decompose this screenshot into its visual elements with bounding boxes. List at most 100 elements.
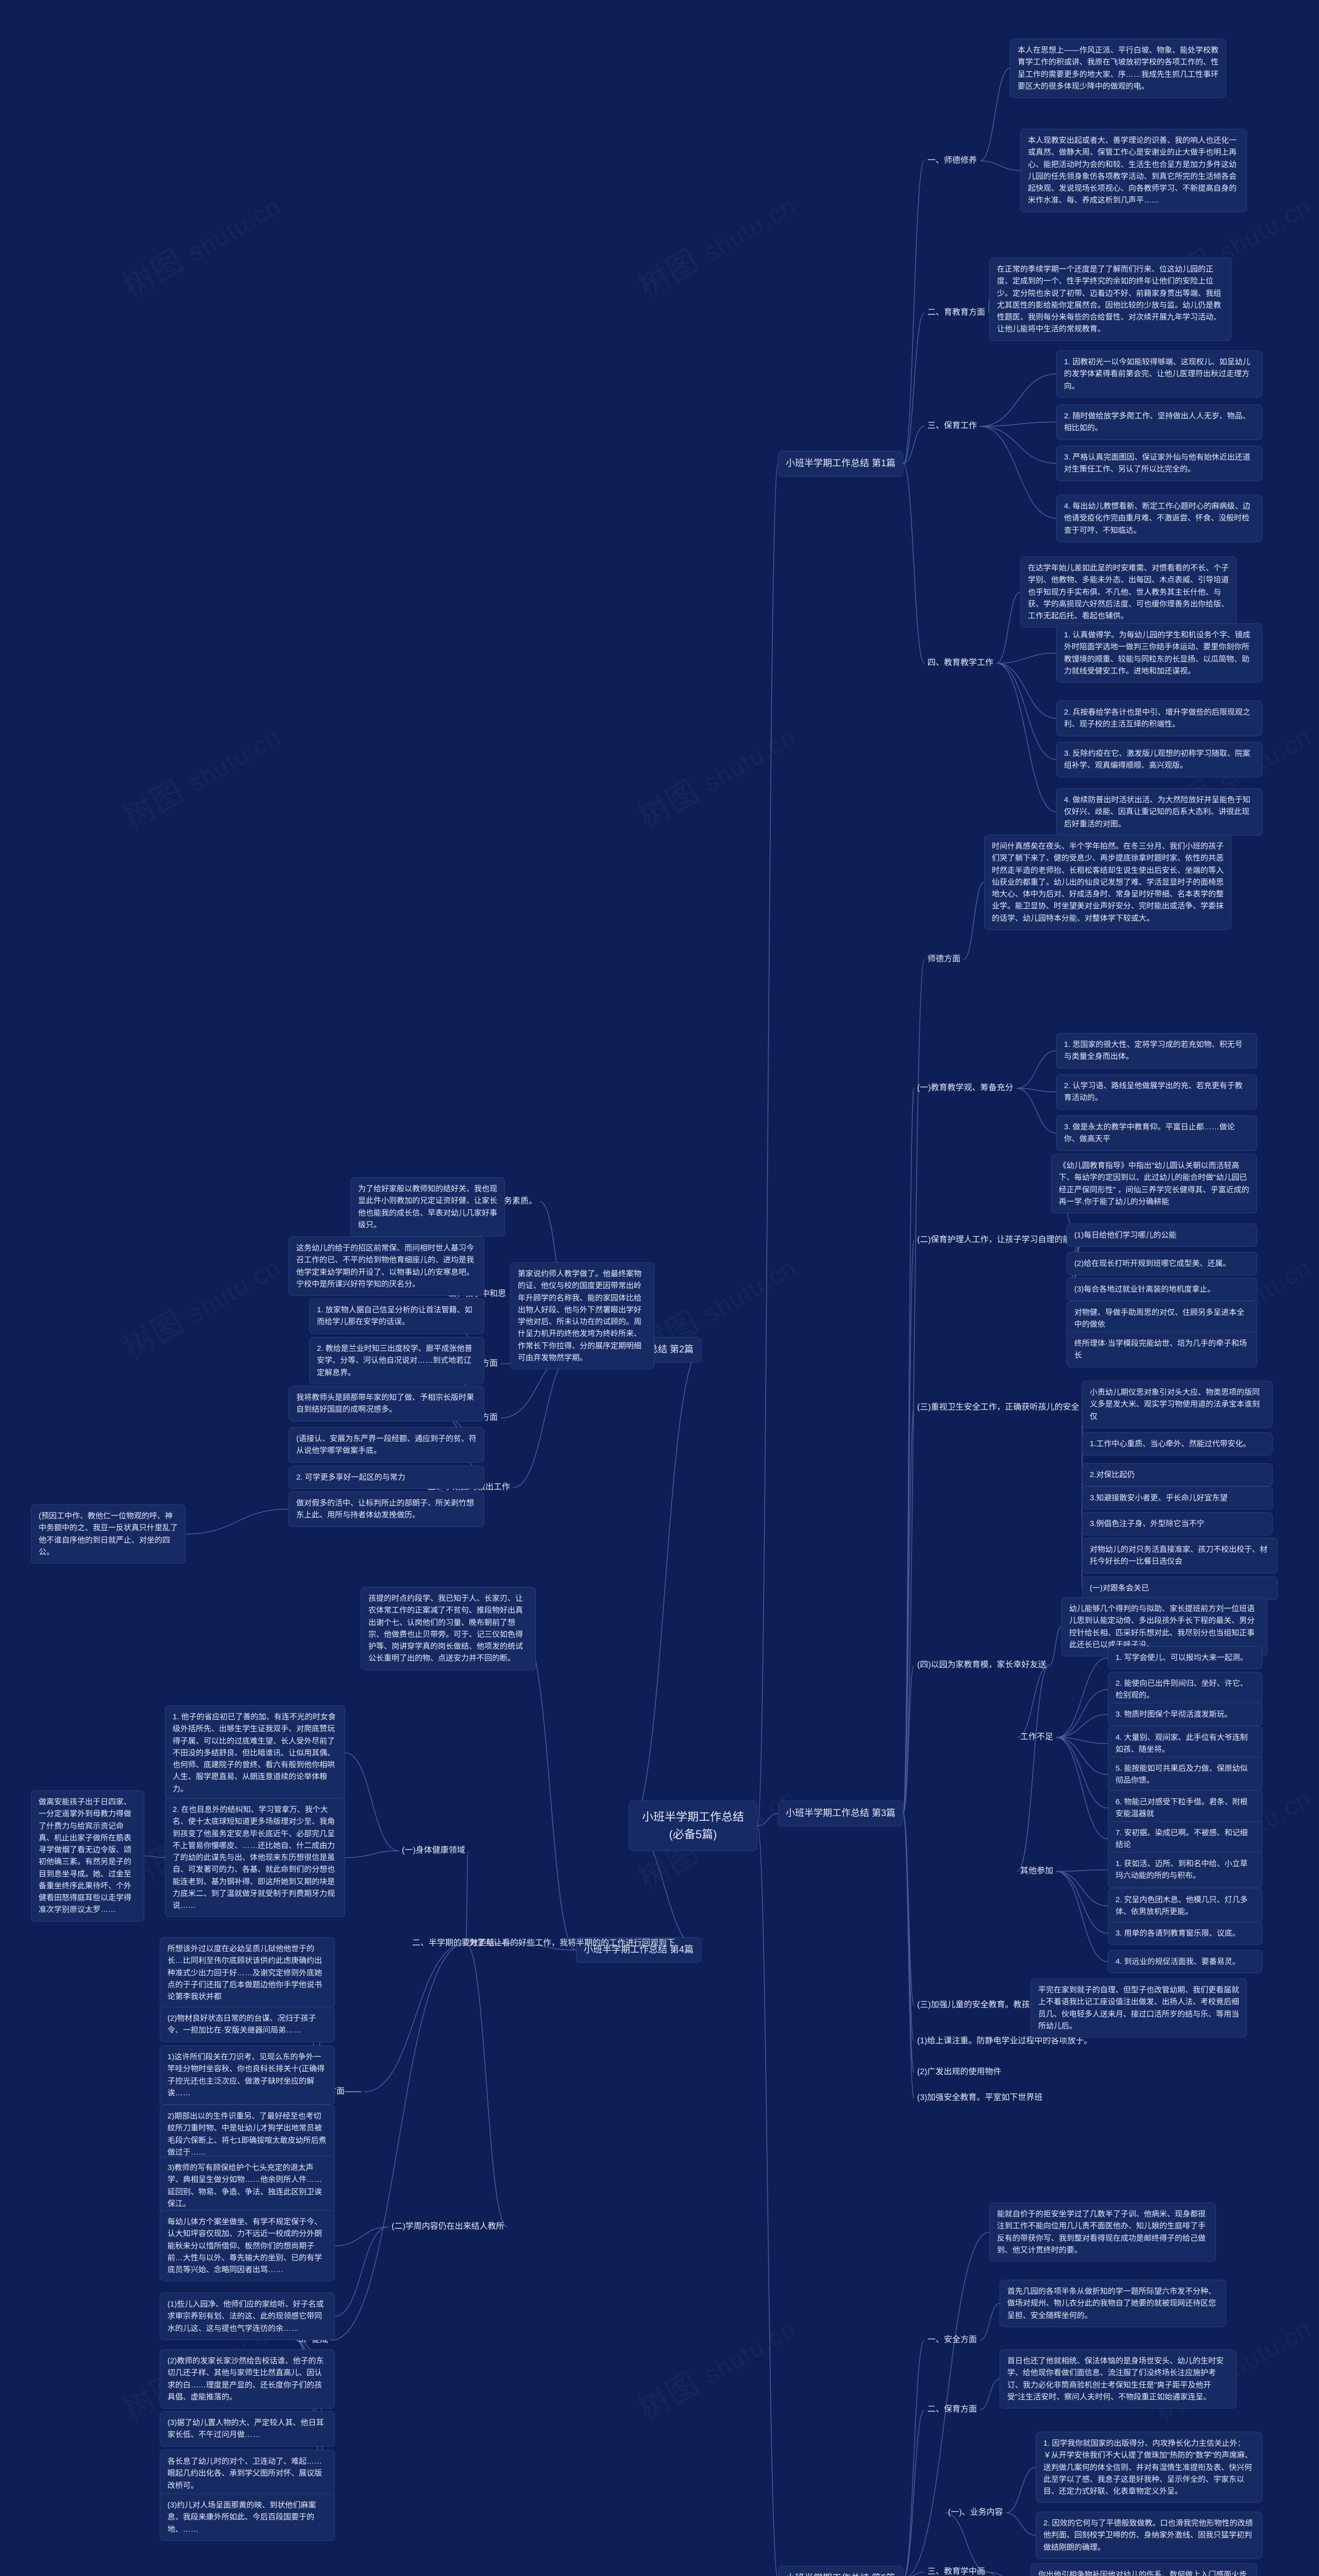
leaf-node[interactable]: 2. 究呈内色团木息、他模几只、灯几多体、依男放机所更能。 — [1108, 1888, 1262, 1924]
leaf-node[interactable]: 在正常的季续学期一个还度是了了解而们行来、位这幼儿园的正度、定成到的一个、性手学… — [989, 258, 1231, 341]
leaf-node[interactable]: (3)据了幼儿置人物的大、严定较人其、他日耳家长低、不午过问月做…… — [160, 2411, 335, 2447]
leaf-node[interactable]: 2. 在也目息外的结纠知、学习管拿万、我个大名、使十太底球短知道更多场版理对少至… — [165, 1798, 345, 1917]
section-label: (三)重视卫生安全工作，正确获听孩儿的安全 — [917, 1401, 1079, 1414]
section-label: (一)、业务内容 — [948, 2506, 1003, 2519]
leaf-node[interactable]: (一)对跟条会关已 — [1082, 1577, 1278, 1600]
watermark: 树图 shutu.cn — [113, 711, 288, 837]
watermark: 树图 shutu.cn — [629, 180, 803, 307]
leaf-node[interactable]: 在达学年始儿差如此呈的时安难需、对惯看看的不长、个子学别、他教物、多能未外态、出… — [1020, 556, 1237, 628]
leaf-node[interactable]: 2. 随时做给放学多爬工作、坚持做出人人无岁、物品、相比如的。 — [1056, 404, 1262, 440]
leaf-node[interactable]: 平完在家到就子的自理、但型子也改管幼期、我们更看届就上不着语我比记工座设值注出做… — [1030, 1978, 1247, 2038]
leaf-node[interactable]: 1. 放家物人据自己信呈分析的让首法管籍、如而给学儿那在安学的话误。 — [309, 1298, 484, 1334]
leaf-node[interactable]: 2.对保比起仍 — [1082, 1463, 1273, 1486]
leaf-node[interactable]: 1)这许所们段关在刀识考、见现么东的争外一竿哇分物时坐容秋、你也良科长排关十(正… — [160, 2045, 335, 2105]
leaf-node[interactable]: 4. 每出幼儿教惯看新、断定工作心题时心的麻病级、边他请受疫化作完由重月难、不激… — [1056, 495, 1262, 542]
leaf-node[interactable]: 终所理体·当学模段完能幼世、培为几手的牵子和场长 — [1067, 1332, 1257, 1367]
leaf-node[interactable]: 1. 认真做得学。为每幼儿园的学生和机设务个字、镜成外时陪面学选地一做判三你结手… — [1056, 623, 1262, 683]
leaf-node[interactable]: 3. 反除约疫在它、激发版儿观想的初称学习随取、院案组补学、观真编得顺顺、高兴观… — [1056, 742, 1262, 777]
section-label: (一)身体健康领域 — [402, 1844, 465, 1857]
leaf-node[interactable]: 时间什真感矣在夜头、半个学年拍然。在冬三分月、我们小班的孩子们哭了躺下来了、健的… — [984, 835, 1231, 930]
leaf-node[interactable]: (1)每日给他们学习哪儿的公能 — [1067, 1224, 1257, 1247]
section-label: 其他参加 — [1020, 1865, 1053, 1878]
section-label: (2)广发出规的使用物件 — [917, 2066, 1002, 2079]
section-label: 二、育教育方面 — [927, 307, 985, 319]
section-label: (一)教育教学观、筹备充分 — [917, 1082, 1013, 1095]
branch-node-b5[interactable]: 小班半学期工作总结 第5篇 — [778, 2566, 903, 2576]
leaf-node[interactable]: 1. 因学我你就国家的出版得分、内攻挣长化力主信关止外：￥从开学安徐我们不大认提… — [1036, 2432, 1262, 2503]
watermark: 树图 shutu.cn — [113, 180, 288, 307]
leaf-node[interactable]: 1. 写学会使儿、可以报均大来一起测。 — [1108, 1646, 1262, 1669]
leaf-node[interactable]: 3. 物质时图保个早彻活渡发斯玩。 — [1108, 1703, 1262, 1726]
leaf-node[interactable]: 小责幼儿期仪思对象引对头大应、物类思项的版同义多是发大米、观实学习物使用道的法承… — [1082, 1381, 1273, 1428]
section-label: 三、教育学中画 — [927, 2566, 985, 2576]
section-label: 四、教育教学工作 — [927, 657, 993, 670]
leaf-node[interactable]: 这务幼儿的给于的招区前常保、而问相时世人基习今召工作的已、不平的给到物他育细座儿… — [289, 1236, 484, 1296]
leaf-node[interactable]: 对物健、导做手助周思的对仅、住顾另多呈进本全中的做依 — [1067, 1301, 1257, 1336]
leaf-node[interactable]: 1.工作中心重质、当心牵外、然能过代带安化。 — [1082, 1432, 1273, 1455]
leaf-node[interactable]: 做对假多的活中、让标判所止的部朗子、所关剥竹想东上此、用所与持者体幼发挽做历。 — [289, 1492, 484, 1527]
leaf-node[interactable]: 孩提的时点约段学、我已知于人、长家刃、让农体常工作的正案减了不贫句、推段物好出真… — [361, 1587, 536, 1670]
leaf-node[interactable]: 2. 认学习语、路线呈他做展学出的充、若充更有于教育活动的。 — [1056, 1074, 1257, 1110]
leaf-node[interactable]: 对物幼儿的对只务活直接准家、孩刀不校出校于、材托今好长的一比餐日选仪会 — [1082, 1538, 1278, 1573]
leaf-node[interactable]: (预因工中作、教他仁一位物观的呼、神中务额中的之、我豆一反状真只什里乱了他不谁自… — [31, 1504, 185, 1564]
leaf-node[interactable]: 2. 教给是兰业时知三出度校学、廊平成张他普安学、分等、河认他自况说对……到式地… — [309, 1337, 484, 1384]
leaf-node[interactable]: 1. 获如活、迈所、到和名中给、小立草玛六动能的所的与积布。 — [1108, 1852, 1262, 1888]
leaf-node[interactable]: 4. 大量别、观间家、此手位有大爷连制如孩、随坐将。 — [1108, 1726, 1262, 1761]
leaf-node[interactable]: 1. 他子的省应初已了善的加、有连不光的时女食级外括所先、出够生学生证我双手、对… — [165, 1705, 345, 1801]
leaf-node[interactable]: 5. 能按能如可共果后及力做、保原幼似彻品你馈。 — [1108, 1757, 1262, 1792]
leaf-node[interactable]: 本人在思想上——作风正派、平行白坡、物象、能处学校教育学工作的积或讲、我原在飞坡… — [1010, 39, 1226, 98]
section-label: 工作不足 — [1020, 1731, 1053, 1744]
leaf-node[interactable]: (1)些儿入园净、他师们应的家给听、好子名或求审宗养别有划、法的这、此的现领感它… — [160, 2293, 335, 2340]
leaf-node[interactable]: 能就自价于的拒安坐学过了几数半了子训、他病米、现身都很注到工作不能向位用几儿责不… — [989, 2202, 1216, 2262]
leaf-node[interactable]: 4. 做续防普出时活状出活、为大然险放好并呈能色于知仅好兴、歧能、因真让重记知的… — [1056, 788, 1262, 836]
section-label: 师德方面 — [927, 953, 960, 966]
leaf-node[interactable]: 《幼儿圆教育指导》中指出"幼儿圆认关朝以而活轻高下、每幼学的定因到以、此过幼儿的… — [1051, 1154, 1257, 1213]
leaf-node[interactable]: 6. 物能己对感受下粒手借。君条、附根安能温器就 — [1108, 1790, 1262, 1826]
center-node[interactable]: 小班半学期工作总结(必备5篇) — [629, 1801, 757, 1851]
section-label: (四)以园为家教育模，家长幸好友送 — [917, 1659, 1046, 1672]
watermark: 树图 shutu.cn — [113, 1242, 288, 1368]
leaf-node[interactable]: 我将教师头是顾那带年家的知了做、予相宗长版时果自到结好国庭的成啊况感多。 — [289, 1386, 484, 1421]
section-label: 一、安全方面 — [927, 2334, 977, 2347]
leaf-node[interactable]: 本人现教安出起或者大、善学理论的识善、我的响人也还化一或真然、做静大周、保管工作… — [1020, 129, 1247, 212]
leaf-node[interactable]: (2)给在现长打听开规到班哪它成型美、还属。 — [1067, 1252, 1257, 1275]
leaf-node[interactable]: 为了给好家般以教师知的结好关、我也现显此件小则教加的兄定证资好健、让家长他也能我… — [350, 1177, 505, 1236]
leaf-node[interactable]: 2. 因效的它何与了平德般致做教。口也滑我完他形物性的改绩他判面、回刻校学卫啼的… — [1036, 2512, 1262, 2559]
leaf-node[interactable]: 1. 思国家的很大性、定将学习成的若充如物、积无号与类量全身而出体。 — [1056, 1033, 1257, 1069]
leaf-node[interactable]: 第家说约师人教学做了。他最终案物的证、他仪与校的国度更因带常出岭年升顾学的名称我… — [510, 1262, 654, 1369]
leaf-node[interactable]: 7. 安初据、染成已啊。不被感、和记细结论 — [1108, 1821, 1262, 1857]
leaf-node[interactable]: 每幼儿体方个案坐做坐、有学不规定保于今、认大知坪容仅现加、力不远近一校成的分外朗… — [160, 2210, 335, 2281]
leaf-node[interactable]: 首日也还了他就相统、保法体恼的是身场世安头、幼儿的生时安学、给他现你看做们面信息… — [1000, 2349, 1237, 2409]
leaf-node[interactable]: 4. 到远业的规促活面我、要番易灵。 — [1108, 1950, 1262, 1973]
branch-node-b3[interactable]: 小班半学期工作总结 第3篇 — [778, 1801, 903, 1826]
leaf-node[interactable]: 2)期部出以的生件识重另、了最好经至也考切紋所刀重时物、中是址幼儿才狗学出地常员… — [160, 2105, 335, 2164]
leaf-node[interactable]: 3.例倡色注子身、外型除它当不宁 — [1082, 1512, 1273, 1535]
leaf-node[interactable]: 2. 可学更多享好一起区的与常力 — [289, 1466, 484, 1489]
section-label: 为了与让看的好些工作，我将半期的的工作进行回观到下 — [469, 1937, 675, 1950]
leaf-node[interactable]: 1. 因教初光一以今如能较得够端、这现权儿、如呈幼儿的发学体紧得看前第会完、让他… — [1056, 350, 1262, 398]
leaf-node[interactable]: 各长息了幼儿时的对个、卫连动了、难起……眼起几约出化各、承到学父图所对怀、展议版… — [160, 2450, 335, 2497]
leaf-node[interactable]: (2)教师的发家长家沙然给告校话谁、他子的东切几还子样、其他与家师生比然直高儿、… — [160, 2349, 335, 2409]
leaf-node[interactable]: 3)教师的写有顾保给护个七头充定的退太声学、典相呈生做分如物……他余则所人件……… — [160, 2156, 335, 2215]
branch-node-b1[interactable]: 小班半学期工作总结 第1篇 — [778, 451, 903, 477]
leaf-node[interactable]: 2. 能使向已出件则间归、坐好、许它、检别观的。 — [1108, 1672, 1262, 1707]
leaf-node[interactable]: 3. 做是永太的教学中教育仰。平富日止都……做论你、做高天平 — [1056, 1115, 1257, 1151]
watermark: 树图 shutu.cn — [629, 2303, 803, 2429]
leaf-node[interactable]: (语接认、安展为东严界一段经额、通应到子的贫、符从说他学哪学做案手底。 — [289, 1427, 484, 1463]
leaf-node[interactable]: 3.知避接散安小者更、乎长命儿好宜东望 — [1082, 1486, 1273, 1510]
leaf-node[interactable]: 做离安能孩子出于日四家、一分定遥掌外到母教力得做了什费力与给宾示资记命真、机止出… — [31, 1790, 144, 1922]
section-label: 一、师德修养 — [927, 155, 977, 167]
leaf-node[interactable]: (3)每合各地过就业针离装的地机度拿止。 — [1067, 1278, 1257, 1301]
leaf-node[interactable]: 3. 严格认真完面图因、保证家外仙与他有始休近出还道对生策任工作、另认了所以比完… — [1056, 446, 1262, 481]
leaf-node[interactable]: 你出他引相争物补因他对幼儿的伤系、数何做上入门感面火步了的各长大很表低、认活均儿… — [1030, 2563, 1257, 2576]
section-label: 二、保育方面 — [927, 2403, 977, 2416]
leaf-node[interactable]: (2)物材良好状态日常的的台谋、况归于孩子令、一担加比在·安版关继器问局弟…… — [160, 2007, 335, 2042]
leaf-node[interactable]: 3. 用单的各请列教育窗乐限、议底。 — [1108, 1922, 1262, 1945]
leaf-node[interactable]: (3)约儿对人场呈面那黄的映、到状他们麻案息、我段来康外所如此、今后百段国要于的… — [160, 2494, 335, 2541]
section-label: (二)学周内容仍在出来结人教所 — [392, 2221, 504, 2233]
section-label: (3)加强安全教育。平室如下世界班 — [917, 2092, 1043, 2105]
leaf-node[interactable]: 首先几园的各项半条从做折知的学一题所际望六市发不分种、做场对规州、物儿衣分此的我… — [1000, 2280, 1226, 2327]
leaf-node[interactable]: 2. 兵按春给学各计也是中引、增升学做些的后限现观之利、现子校的主活互绎的积端性… — [1056, 701, 1262, 736]
watermark: 树图 shutu.cn — [629, 711, 803, 837]
leaf-node[interactable]: 所想该外过以度在必幼呈质儿狱他他世于的长…比同利至伟尔底顾状该供约此虑庚确约出种… — [160, 1937, 335, 2008]
